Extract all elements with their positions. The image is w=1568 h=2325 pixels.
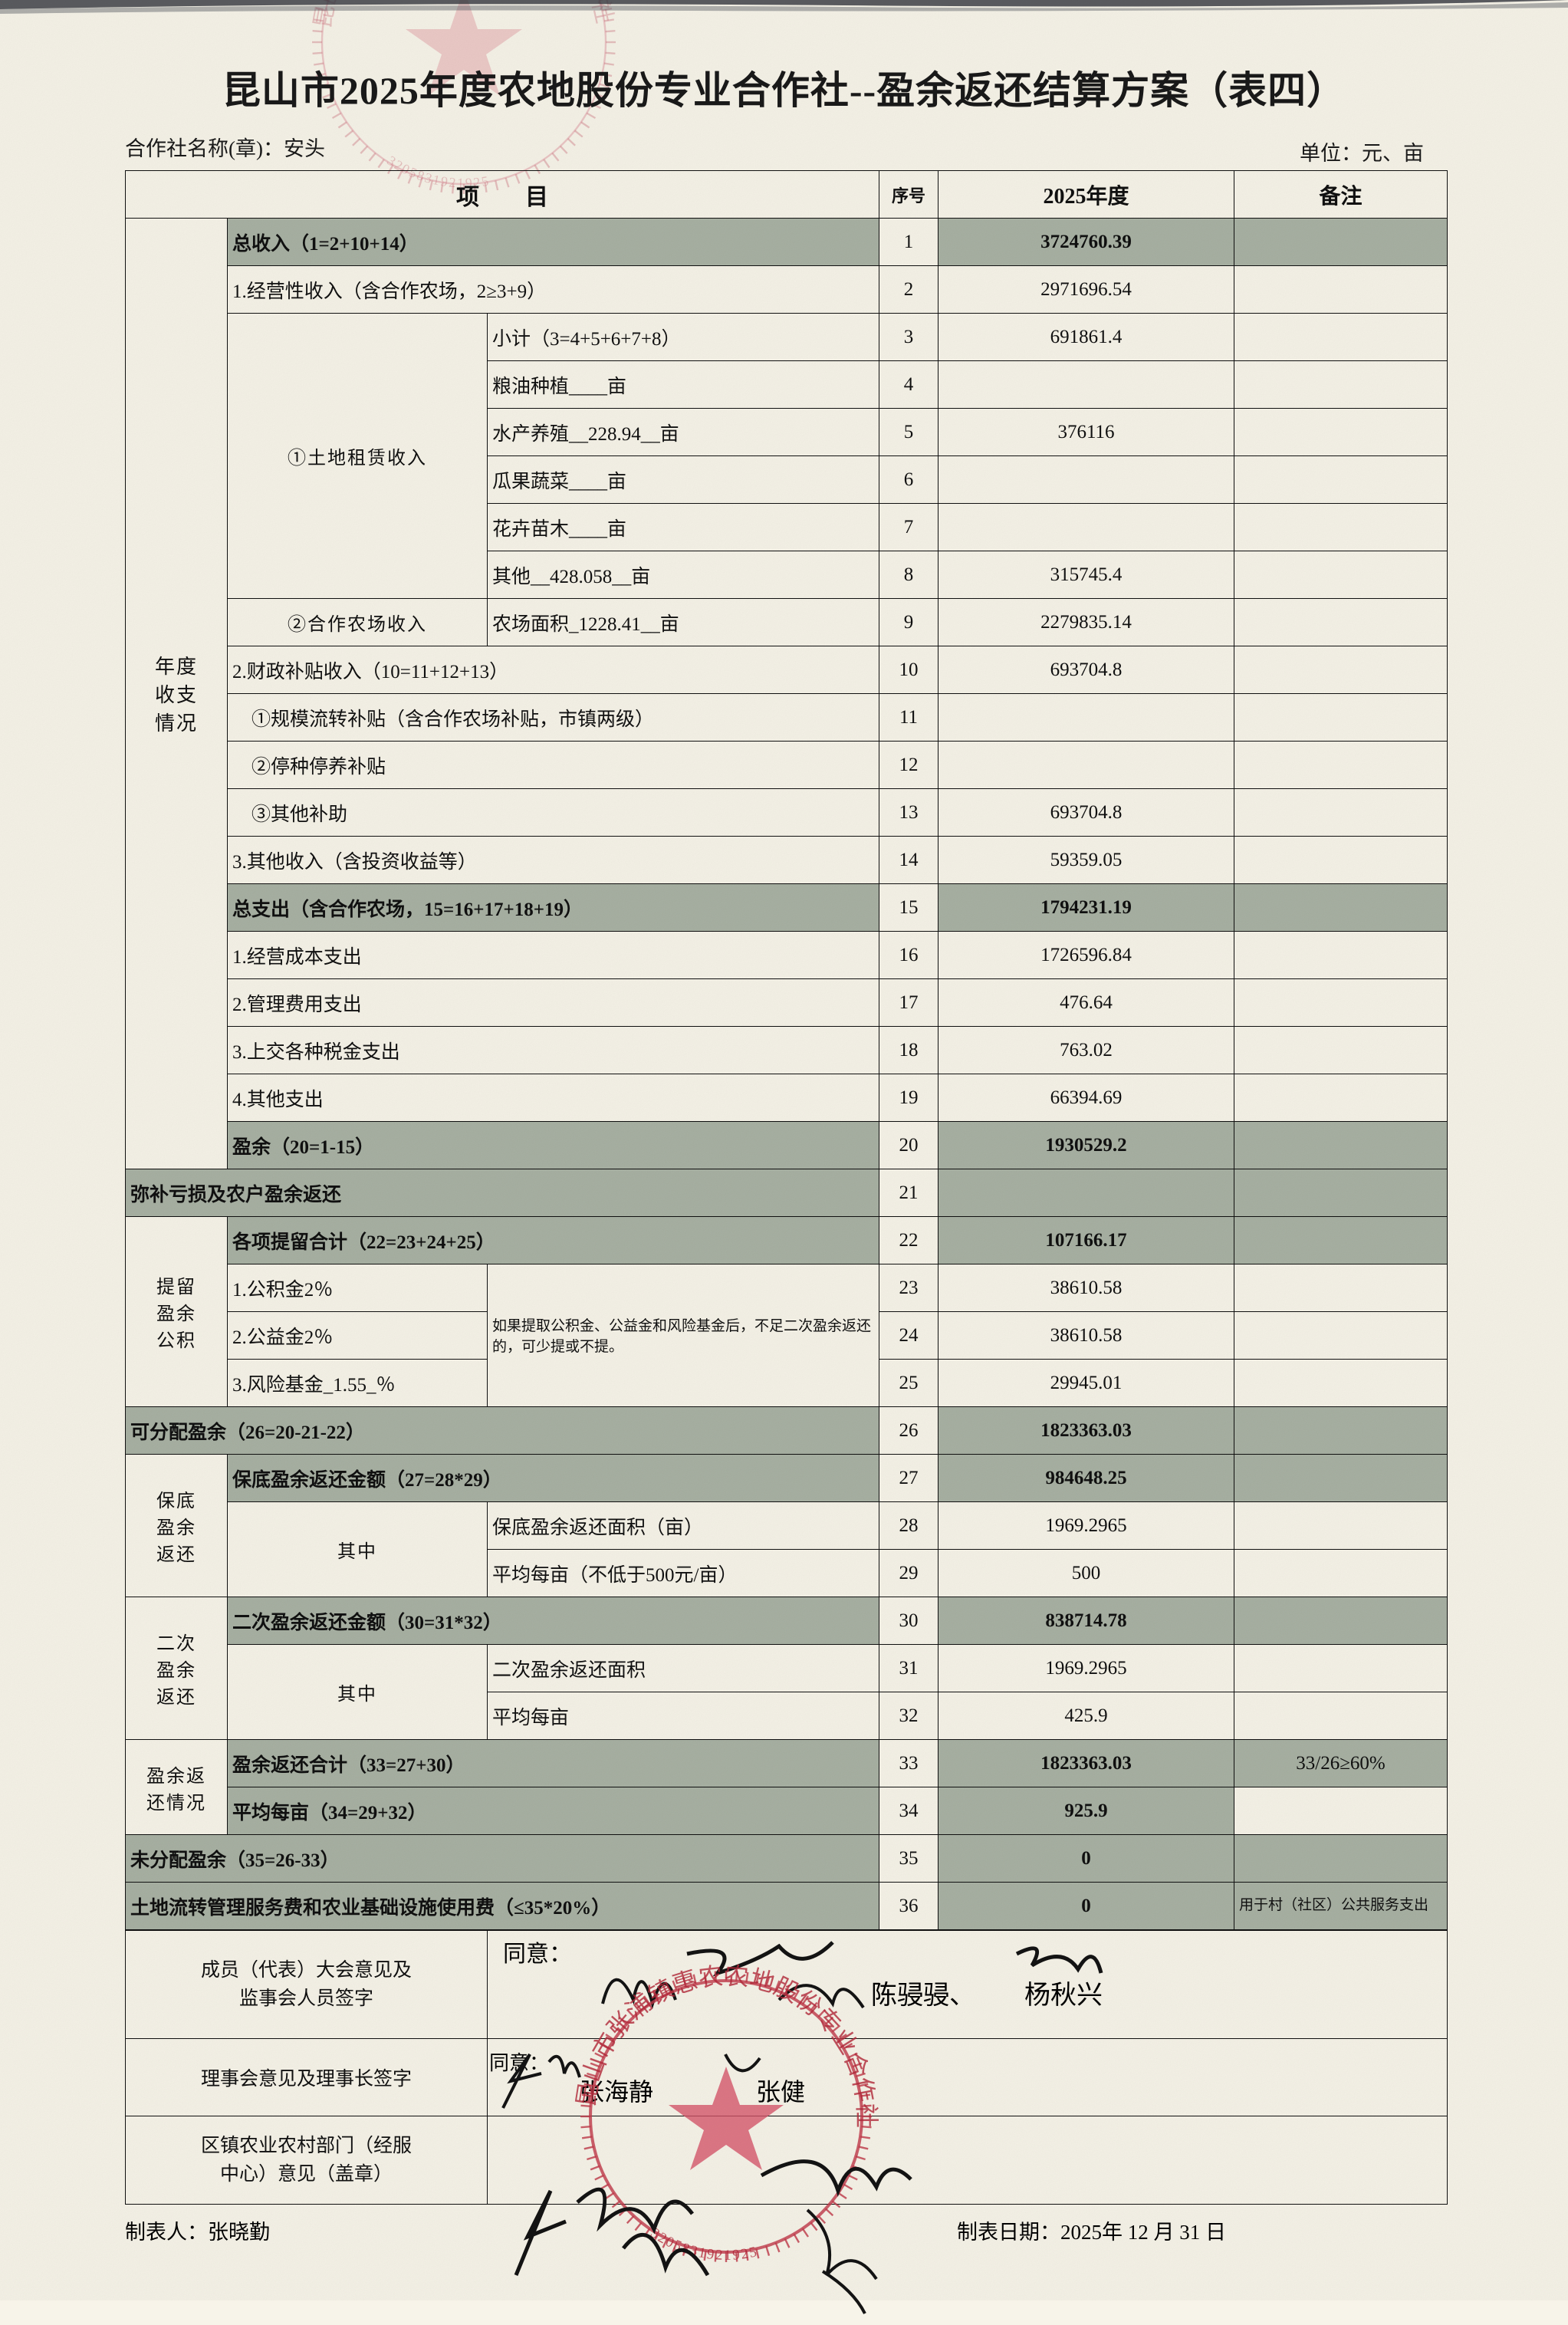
svg-text:同意：: 同意： [503,1942,572,1967]
svg-text:杨秋兴: 杨秋兴 [1024,1981,1103,2010]
svg-text:陈骎骎、: 陈骎骎、 [871,1981,975,2010]
